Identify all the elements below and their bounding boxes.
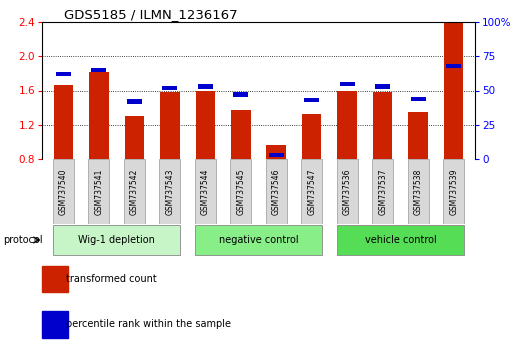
Bar (373, 92, 392, 159)
Text: GSM737542: GSM737542 (130, 168, 139, 215)
Bar (160, 92, 180, 159)
FancyBboxPatch shape (443, 159, 464, 224)
Bar (338, 91, 357, 159)
FancyBboxPatch shape (337, 159, 358, 224)
FancyBboxPatch shape (230, 159, 251, 224)
FancyBboxPatch shape (88, 159, 109, 224)
Text: GSM737536: GSM737536 (343, 168, 352, 215)
Text: GSM737537: GSM737537 (378, 168, 387, 215)
Bar (411, 97, 425, 101)
Text: GSM737543: GSM737543 (165, 168, 174, 215)
Text: GSM737545: GSM737545 (236, 168, 245, 215)
Bar (408, 112, 428, 159)
FancyBboxPatch shape (160, 159, 180, 224)
FancyBboxPatch shape (195, 159, 216, 224)
Bar (269, 153, 284, 157)
Text: GSM737538: GSM737538 (413, 168, 423, 215)
Bar (125, 116, 144, 159)
Text: GSM737540: GSM737540 (59, 168, 68, 215)
Bar (231, 110, 250, 159)
Text: vehicle control: vehicle control (365, 235, 437, 245)
Bar (233, 92, 248, 97)
Bar (42, 266, 68, 292)
FancyBboxPatch shape (195, 225, 322, 255)
Bar (444, 22, 463, 159)
FancyBboxPatch shape (301, 159, 322, 224)
FancyBboxPatch shape (372, 159, 393, 224)
Text: GSM737546: GSM737546 (272, 168, 281, 215)
Bar (266, 145, 286, 159)
Bar (56, 72, 71, 76)
Text: GSM737539: GSM737539 (449, 168, 458, 215)
Bar (89, 72, 109, 159)
Bar (302, 114, 322, 159)
Text: GSM737547: GSM737547 (307, 168, 316, 215)
Text: Wig-1 depletion: Wig-1 depletion (78, 235, 155, 245)
Bar (376, 84, 390, 88)
Text: GSM737541: GSM737541 (94, 168, 103, 215)
Bar (304, 98, 319, 102)
FancyBboxPatch shape (266, 159, 287, 224)
Bar (446, 64, 461, 68)
Text: protocol: protocol (3, 235, 43, 245)
Bar (127, 99, 142, 104)
Text: negative control: negative control (219, 235, 299, 245)
Bar (340, 81, 354, 86)
Text: transformed count: transformed count (66, 274, 156, 284)
Bar (195, 91, 215, 159)
FancyBboxPatch shape (408, 159, 429, 224)
Bar (198, 84, 212, 88)
Bar (163, 86, 177, 90)
Text: percentile rank within the sample: percentile rank within the sample (66, 319, 231, 329)
FancyBboxPatch shape (124, 159, 145, 224)
Text: GDS5185 / ILMN_1236167: GDS5185 / ILMN_1236167 (64, 8, 238, 21)
Bar (42, 311, 68, 338)
FancyBboxPatch shape (53, 225, 180, 255)
Text: GSM737544: GSM737544 (201, 168, 210, 215)
FancyBboxPatch shape (337, 225, 464, 255)
FancyBboxPatch shape (53, 159, 74, 224)
Bar (53, 85, 73, 159)
Bar (91, 68, 106, 72)
